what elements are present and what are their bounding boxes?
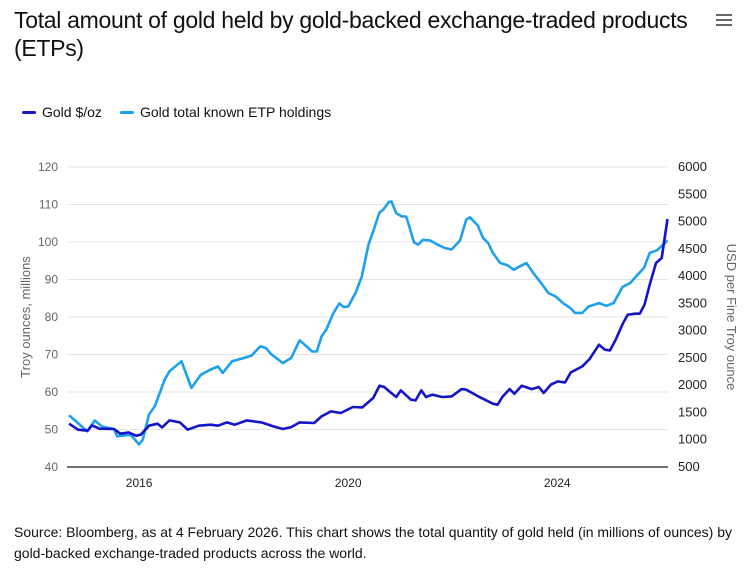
legend-swatch [22, 110, 36, 114]
y-left-tick-label: 60 [45, 385, 59, 399]
legend-swatch [119, 110, 134, 114]
series-line-etp-holdings [68, 200, 669, 446]
y-right-tick-label: 1500 [678, 404, 707, 419]
y-left-tick-label: 90 [45, 273, 59, 287]
y-left-tick-label: 50 [45, 423, 59, 437]
source-note: Source: Bloomberg, as at 4 February 2026… [14, 524, 733, 561]
chart-plot: 40 50 60 70 80 90 100 110 120 500 1000 1500 2000 2500… [18, 159, 739, 490]
y-right-tick-label: 2000 [678, 377, 707, 392]
y-right-tick-label: 4500 [678, 241, 707, 256]
legend-item-gold-price[interactable]: Gold $/oz [22, 104, 102, 120]
hamburger-menu-icon[interactable] [716, 14, 732, 28]
x-tick-label: 2024 [544, 476, 571, 490]
y-right-tick-label: 3500 [678, 295, 707, 310]
y-right-tick-label: 2500 [678, 350, 707, 365]
chart-title: Total amount of gold held by gold-backed… [14, 7, 688, 61]
y-right-tick-label: 6000 [678, 159, 707, 174]
legend-item-etp-holdings[interactable]: Gold total known ETP holdings [119, 104, 332, 120]
legend-label: Gold $/oz [42, 104, 102, 120]
series-line-gold-price [68, 218, 669, 437]
y-right-tick-label: 500 [678, 459, 700, 474]
y-right-tick-label: 1000 [678, 432, 707, 447]
legend: Gold $/oz Gold total known ETP holdings [22, 104, 331, 120]
y-left-tick-label: 120 [38, 160, 58, 174]
y-left-tick-label: 40 [45, 460, 59, 474]
y-right-tick-label: 5000 [678, 214, 707, 229]
y-left-tick-label: 80 [45, 310, 59, 324]
x-tick-label: 2016 [126, 476, 153, 490]
y-right-tick-label: 3000 [678, 323, 707, 338]
y-left-tick-label: 70 [45, 348, 59, 362]
y-left-tick-label: 100 [38, 235, 58, 249]
legend-label: Gold total known ETP holdings [139, 104, 332, 120]
y-right-tick-label: 5500 [678, 186, 707, 201]
y-left-axis-label: Troy ounces, millions [18, 256, 33, 378]
y-left-tick-label: 110 [39, 198, 58, 212]
y-right-tick-label: 4000 [678, 268, 707, 283]
x-tick-label: 2020 [335, 476, 362, 490]
y-right-axis-label: USD per Fine Troy ounce [724, 244, 739, 391]
